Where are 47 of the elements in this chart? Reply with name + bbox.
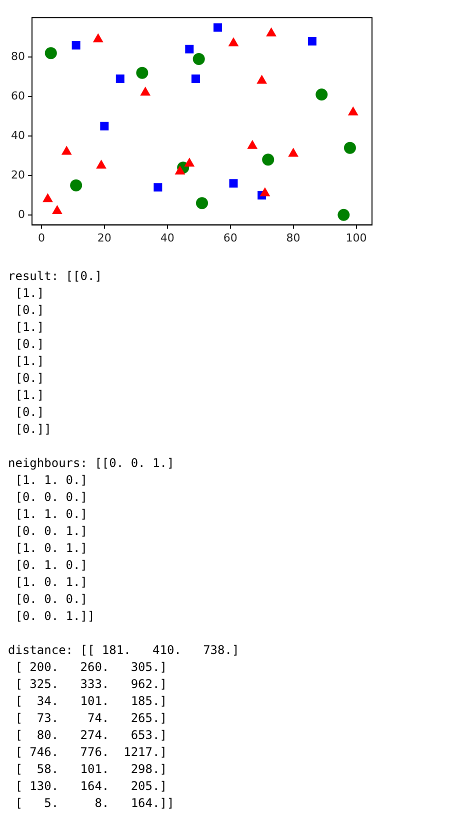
point (191, 74, 200, 84)
point (184, 158, 195, 167)
point (92, 33, 104, 42)
point (154, 183, 162, 192)
y-tick-label: 40 (10, 128, 25, 142)
point (136, 66, 148, 79)
y-tick-label: 80 (10, 50, 25, 63)
point (308, 37, 316, 46)
y-tick-label: 60 (10, 89, 25, 102)
point (262, 154, 274, 166)
point (266, 27, 276, 36)
point (185, 44, 194, 54)
x-tick-label: 20 (97, 231, 112, 244)
point (229, 179, 238, 188)
point (44, 47, 57, 60)
point (228, 37, 239, 46)
point (61, 146, 72, 155)
y-tick-label: 20 (10, 168, 25, 182)
point (247, 140, 258, 149)
point (116, 74, 124, 84)
point (316, 88, 328, 101)
x-tick-label: 40 (160, 231, 174, 244)
point (42, 193, 53, 202)
point (256, 74, 268, 84)
text: result: [[0.] [1.] [0.] [1.] [0.] [1.] [0.] [1.] [0.] [0.]] (8, 269, 102, 436)
point (192, 53, 205, 66)
point (338, 208, 350, 221)
point (213, 23, 222, 32)
point (72, 40, 80, 50)
x-tick-label: 100 (346, 231, 367, 244)
point (100, 122, 109, 130)
point (174, 166, 186, 175)
point (140, 86, 151, 96)
point (288, 148, 298, 157)
point (348, 106, 358, 116)
point (260, 187, 270, 196)
point (344, 142, 356, 154)
x-tick-label: 0 (38, 231, 45, 244)
point (96, 160, 106, 169)
text: neighbours: [[0. 0. 1.] [1. 1. 0.] [0. 0. 0.] [1. 1. 0.] [0. 0. 1.] [1. 0. 1.] [0. 1. 0.] [1. 0. 1.] [0. 0. 0.] [0. 0. 1.]] (8, 456, 174, 623)
x-tick-label: 80 (286, 231, 300, 244)
point (70, 179, 82, 192)
point (196, 197, 208, 210)
y-tick-label: 0 (18, 208, 25, 221)
text: distance: [[ 181. 410. 738.] [ 200. 260. 305.] [ 325. 333. 962.] [ 34. 101. 185.] [ 73. 74. 265.] [ 80. 274. 653.] [ 746. 776. 1217.] [ 58. 101. 298.] [ 130. 164. 205.] [ 5. 8. 164.]] (8, 643, 240, 810)
x-tick-label: 60 (223, 231, 238, 244)
point (52, 204, 62, 214)
